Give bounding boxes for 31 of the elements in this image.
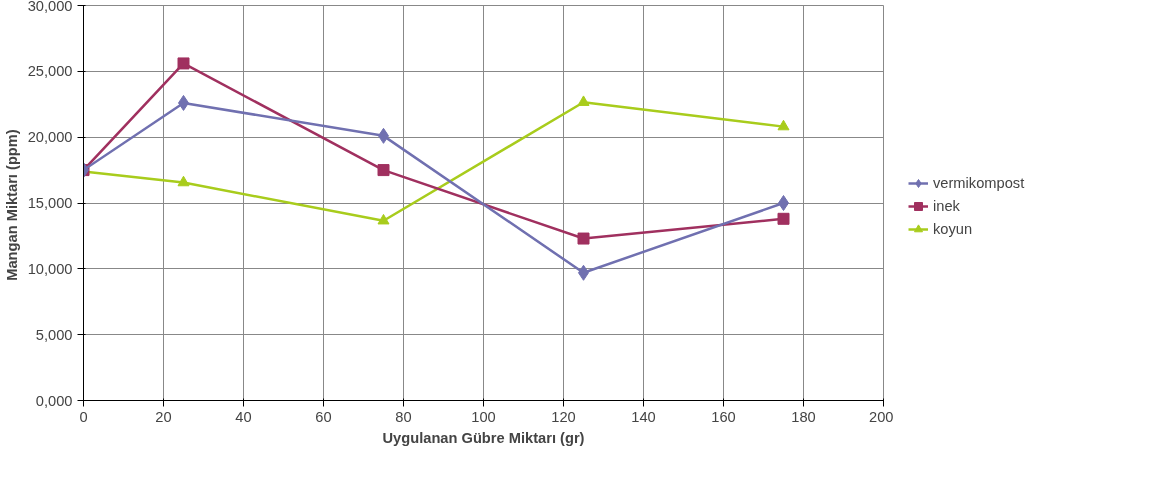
y-tick-label: 20,000: [27, 129, 73, 146]
y-tick-label: 30,000: [27, 0, 73, 14]
x-tick-label: 80: [395, 408, 412, 425]
y-tick-label: 15,000: [27, 195, 73, 211]
x-tick-label: 120: [551, 408, 576, 425]
x-tick-label: 200: [869, 408, 894, 425]
point: [577, 232, 590, 245]
point: [377, 213, 390, 225]
point: [777, 119, 790, 131]
point: [777, 212, 790, 225]
x-tick-label: 140: [631, 408, 656, 425]
x-tick-label: 180: [791, 408, 816, 425]
y-tick-label: 25,000: [27, 63, 73, 80]
y-tick-label: 0,000: [35, 392, 73, 409]
x-tick-label: 0: [79, 408, 88, 425]
y-axis-title: Mangan Miktarı (ppm): [3, 129, 20, 281]
point: [377, 164, 390, 177]
point: [177, 175, 190, 187]
x-tick-label: 40: [235, 408, 252, 425]
point: [577, 95, 590, 106]
legend-label: vermikompost: [933, 175, 1025, 191]
x-tick-label: 100: [471, 408, 496, 425]
y-tick-label: 10,000: [27, 260, 73, 277]
x-axis-title: Uygulanan Gübre Miktarı (gr): [382, 429, 585, 446]
y-tick-label: 5,000: [35, 326, 73, 343]
x-tick-label: 20: [155, 408, 172, 425]
legend-label: koyun: [933, 221, 973, 237]
x-tick-label: 60: [315, 408, 332, 425]
point: [177, 57, 190, 70]
x-tick-label: 160: [711, 408, 736, 425]
legend-label: inek: [933, 198, 960, 214]
